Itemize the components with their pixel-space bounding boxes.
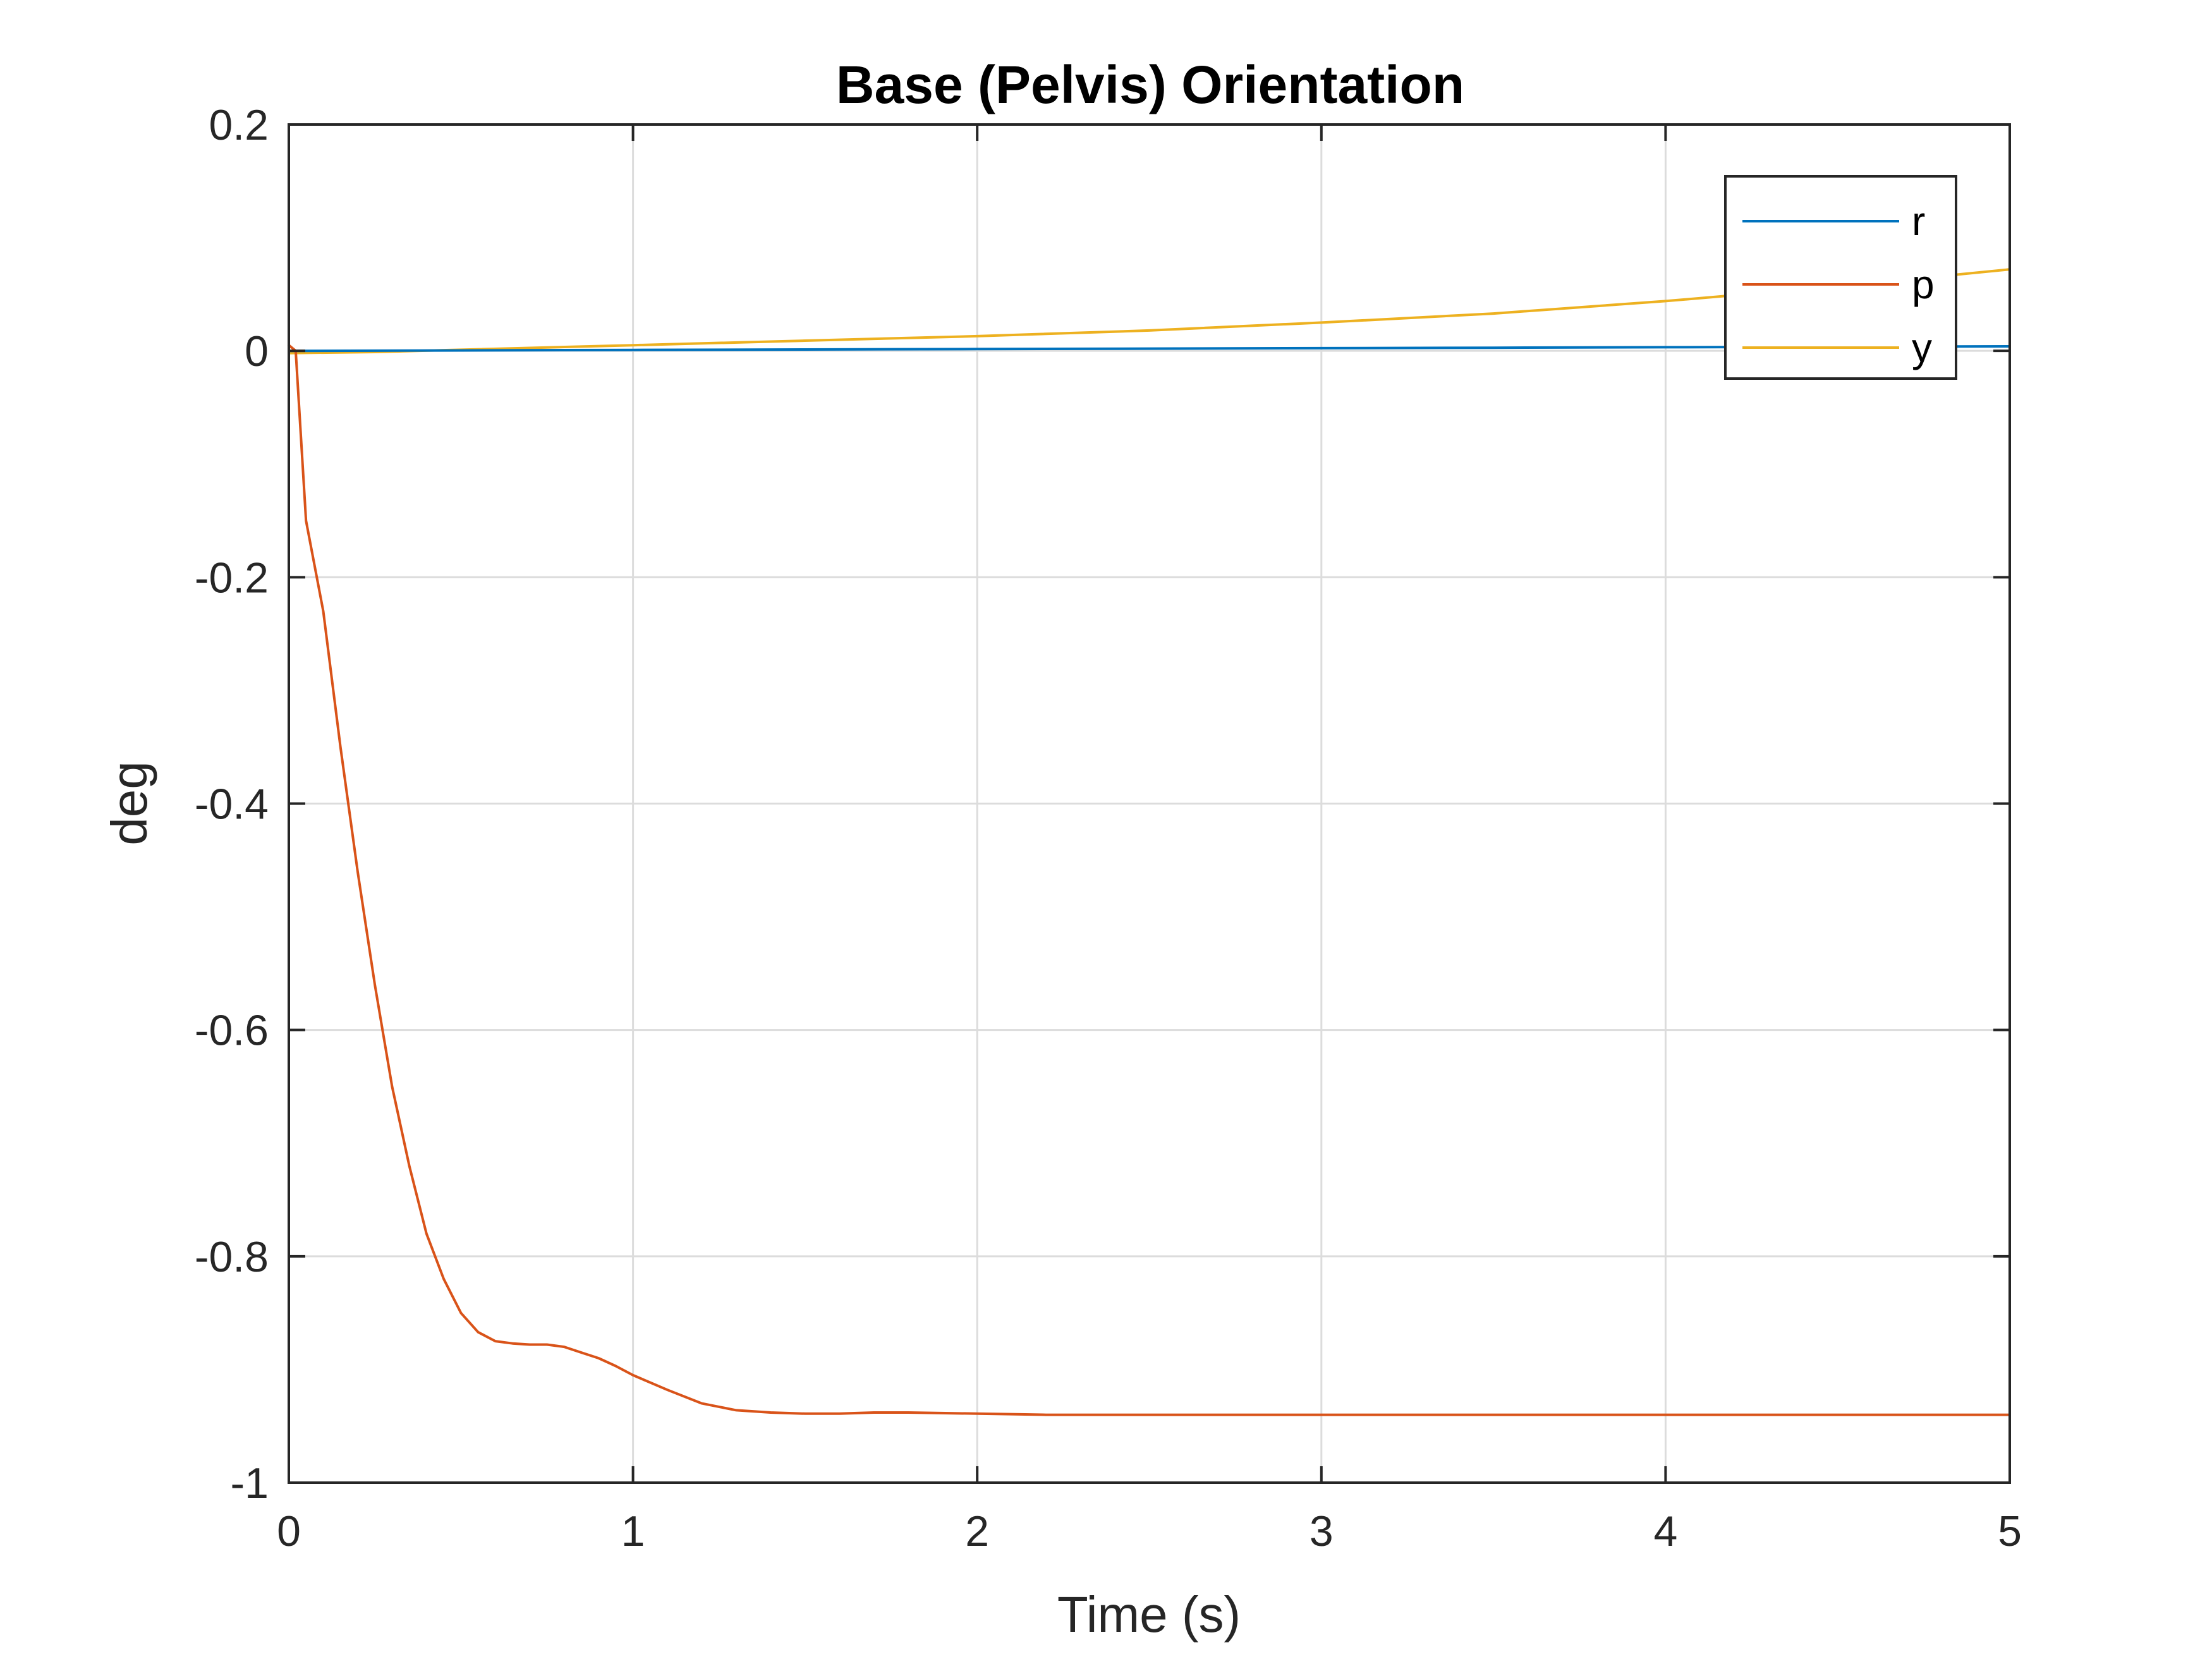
y-axis-label: deg — [101, 761, 157, 845]
x-tick-labels: 0 1 2 3 4 5 — [277, 1507, 2022, 1555]
x-tick-label: 2 — [965, 1507, 989, 1555]
legend-entry-r: r — [1742, 198, 1925, 244]
y-tick-label: -0.2 — [195, 554, 269, 602]
y-tick-label: 0.2 — [209, 101, 269, 149]
legend-label-p: p — [1912, 262, 1935, 307]
x-tick-label: 5 — [1998, 1507, 2022, 1555]
legend-box — [1724, 175, 1957, 380]
x-tick-label: 4 — [1653, 1507, 1677, 1555]
y-tick-label: -1 — [231, 1459, 269, 1507]
legend-label-r: r — [1912, 198, 1925, 244]
x-tick-label: 1 — [621, 1507, 645, 1555]
x-tick-label: 0 — [277, 1507, 301, 1555]
y-tick-label: -0.6 — [195, 1007, 269, 1055]
series-lines — [288, 268, 2011, 1416]
x-tick-label: 3 — [1310, 1507, 1334, 1555]
y-tick-labels: -1 -0.8 -0.6 -0.4 -0.2 0 0.2 — [195, 101, 269, 1507]
grid — [289, 125, 2010, 1483]
legend: rpy — [1724, 175, 1957, 380]
legend-entry-p: p — [1742, 262, 1935, 307]
y-tick-label: -0.4 — [195, 781, 269, 829]
legend-entry-y: y — [1742, 325, 1932, 370]
y-tick-label: 0 — [245, 327, 269, 375]
legend-entries: rpy — [1742, 198, 1935, 370]
series-line-r — [288, 345, 2011, 353]
series-line-p — [288, 344, 2011, 1416]
chart-title: Base (Pelvis) Orientation — [836, 55, 1464, 114]
x-axis-label: Time (s) — [1057, 1586, 1241, 1643]
legend-label-y: y — [1912, 325, 1932, 370]
y-tick-label: -0.8 — [195, 1233, 269, 1281]
axis-ticks — [288, 123, 2011, 1484]
